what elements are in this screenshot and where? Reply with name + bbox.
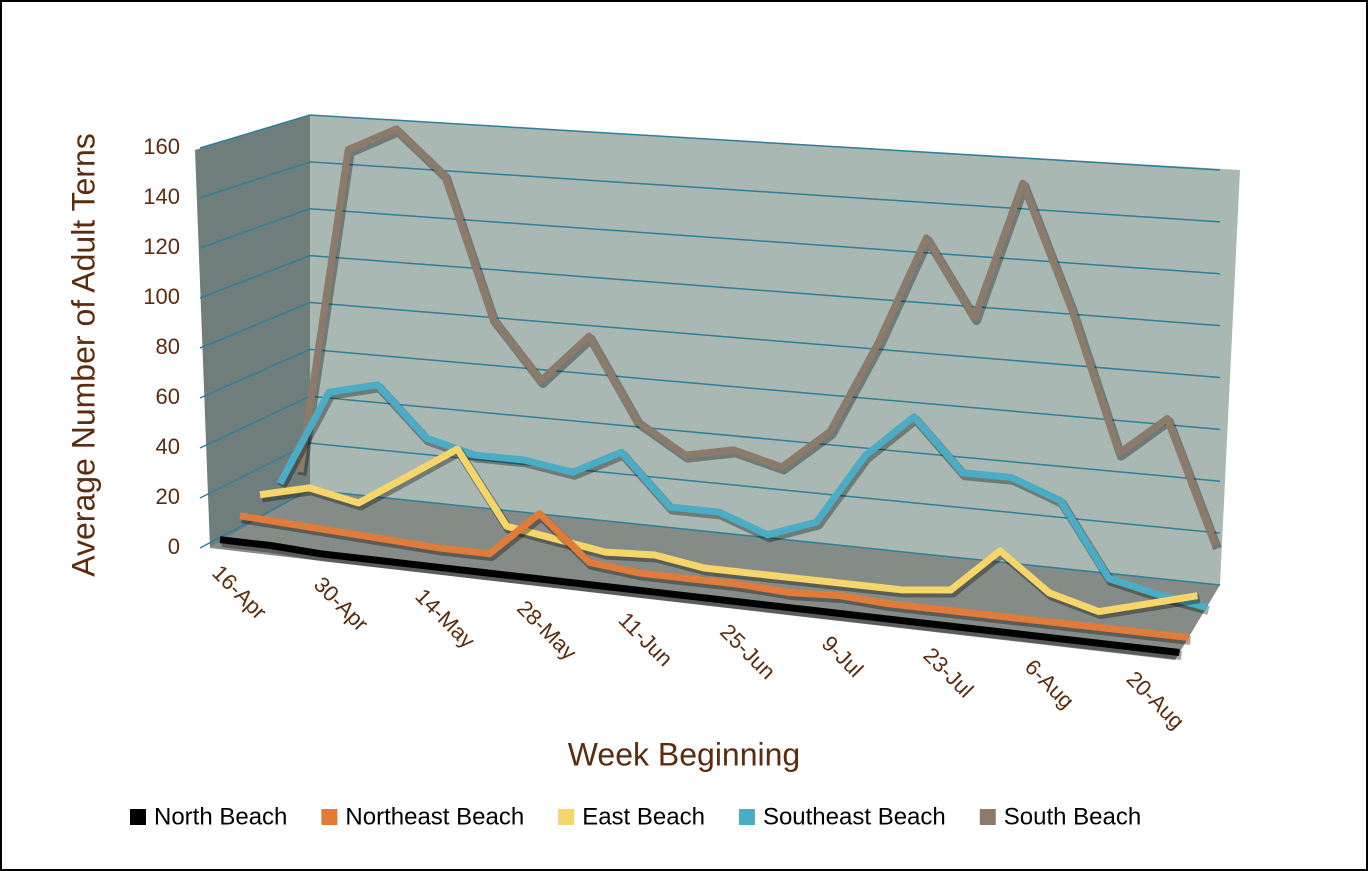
legend-swatch: [558, 809, 575, 825]
series-line: [239, 510, 1189, 641]
side-wall: [195, 115, 310, 548]
y-tick-label: 20: [156, 484, 180, 509]
grid-line: [199, 301, 1221, 379]
legend-label: Northeast Beach: [345, 803, 524, 830]
grid-line: [199, 254, 1221, 327]
y-tick-label: 100: [143, 284, 180, 309]
grid-line: [199, 161, 1221, 223]
y-tick-label: 60: [156, 384, 180, 409]
series-line: [259, 445, 1199, 616]
y-tick-label: 0: [168, 534, 180, 559]
legend: North Beach Northeast Beach East Beach Sout…: [130, 803, 1141, 830]
legend-swatch: [738, 809, 755, 825]
legend-label: East Beach: [582, 803, 705, 830]
x-axis-title: Week Beginning: [568, 736, 800, 772]
legend-label: Southeast Beach: [763, 803, 946, 830]
y-tick-label: 140: [143, 184, 180, 209]
floor: [210, 490, 1220, 660]
grid-line: [199, 348, 1221, 431]
y-tick-label: 160: [143, 134, 180, 159]
y-tick-label: 80: [156, 334, 180, 359]
legend-label: North Beach: [154, 803, 287, 830]
series-line: [219, 536, 1180, 656]
series-line: [276, 381, 1208, 611]
grid-line: [199, 114, 1221, 171]
series-line: [296, 125, 1219, 547]
legend-label: South Beach: [1004, 803, 1141, 830]
legend-swatch: [979, 809, 996, 825]
legend-swatch: [321, 809, 338, 825]
y-tick-label: 40: [156, 434, 180, 459]
legend-swatch: [130, 809, 146, 825]
y-axis-title: Average Number of Adult Terns: [65, 133, 101, 577]
grid-line: [199, 442, 1221, 534]
y-tick-label: 120: [143, 234, 180, 259]
